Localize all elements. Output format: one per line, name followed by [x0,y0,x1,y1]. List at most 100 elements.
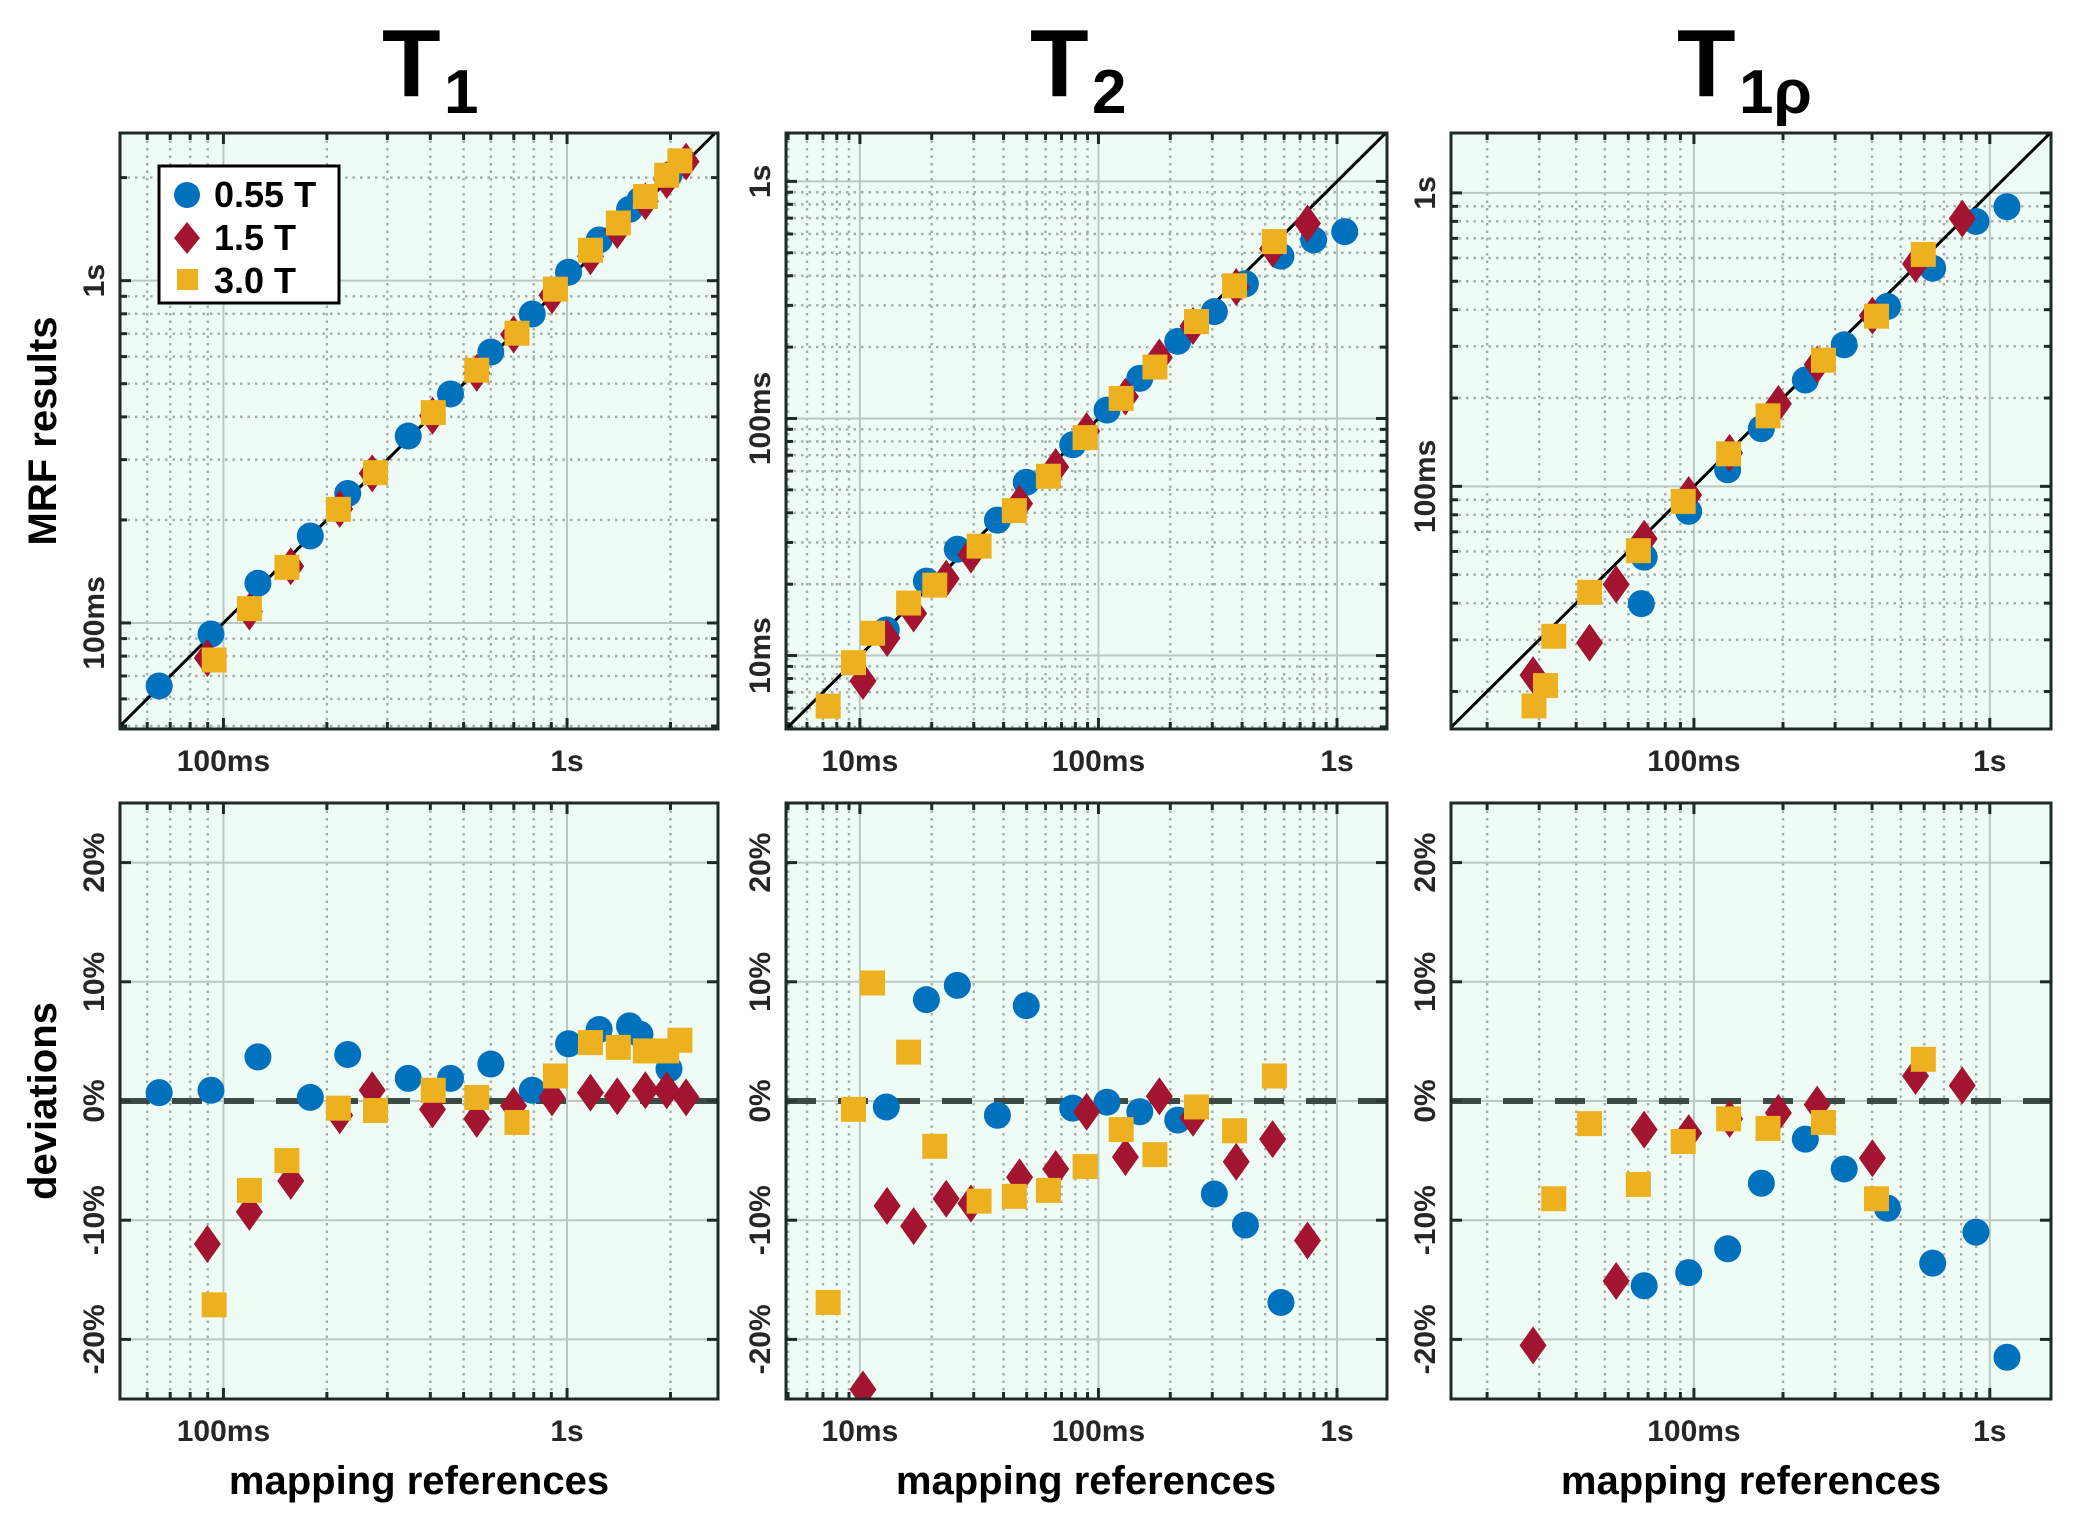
data-point-square [325,496,351,522]
data-point-square [840,1096,866,1122]
data-point-diamond [1858,1139,1886,1178]
data-point-square [464,357,490,383]
series-30T [1521,241,1936,719]
data-point-square [922,572,948,598]
data-point-circle [145,672,173,700]
y-tick-label: 0% [1409,1079,1442,1122]
markers [145,142,700,700]
y-tick-label: 100ms [78,576,111,669]
title-t1rho: T 1ρ [1677,10,1812,127]
data-point-diamond [932,1179,960,1218]
data-point-square [1625,538,1651,564]
x-tick-label: 100ms [1647,745,1740,778]
axes-frame [1449,801,2053,1401]
y-tick-label: -10% [1409,1185,1442,1255]
y-tick-label: 0% [744,1079,777,1122]
markers [815,204,1359,719]
data-point-circle [1830,331,1858,359]
data-point-square [1670,1129,1696,1155]
x-tick-label: 100ms [1052,745,1145,778]
data-point-square [325,1095,351,1121]
data-point-diamond [672,1078,700,1117]
data-point-square [1532,673,1558,699]
data-point-circle [1993,193,2021,221]
data-point-circle [872,1093,900,1121]
data-point-square [1222,1118,1248,1144]
data-point-square [632,1038,658,1064]
data-point-square [542,276,568,302]
data-point-square [1716,441,1742,467]
data-point-square [1755,403,1781,429]
data-point-circle [983,1101,1011,1129]
data-point-square [1001,1183,1027,1209]
data-point-square [1863,1186,1889,1212]
axes-frame [784,801,1389,1401]
legend-label-15t: 1.5 T [214,217,296,258]
y-tick-label: 20% [78,833,111,893]
y-tick-label: 0% [78,1079,111,1122]
data-point-square [542,1063,568,1089]
y-tick-label: -20% [744,1304,777,1374]
title-t1-sub: 1 [444,58,478,127]
y-tick-label: 10% [744,952,777,1012]
x-tick-label: 1s [1973,1415,2006,1448]
data-point-square [504,320,530,346]
y-tick-label: 20% [744,833,777,893]
data-point-square [1001,498,1027,524]
data-point-circle [912,986,940,1014]
y-tick-label: -10% [744,1185,777,1255]
data-point-square [860,620,886,646]
xlabel-t2: mapping references [896,1459,1276,1503]
data-point-square [815,1289,841,1315]
data-point-square [1670,488,1696,514]
data-point-circle [296,522,324,550]
data-point-circle [1164,327,1192,355]
data-point-square [1108,385,1134,411]
data-point-square [1533,1488,1558,1513]
y-tick-label: -10% [78,1185,111,1255]
x-tick-label: 1s [550,1415,583,1448]
legend-label-30t: 3.0 T [214,260,296,301]
markers [1519,1046,2021,1513]
axes-frame [784,131,1389,731]
data-point-square [860,970,886,996]
series-30T [1533,1046,1936,1513]
data-point-circle [394,1064,422,1092]
y-tick-label: 10ms [744,617,777,694]
x-tick-label: 1s [1973,745,2006,778]
markers [1519,193,2021,719]
y-tick-label: 1s [1409,176,1442,209]
y-tick-label: 100ms [1409,440,1442,533]
series-15T [849,1077,1321,1399]
data-point-square [1541,623,1567,649]
data-point-diamond [1145,1077,1173,1116]
data-point-square [1810,1109,1836,1135]
x-tick-label: 100ms [1052,1415,1145,1448]
data-point-diamond [1293,204,1321,243]
data-point-diamond [1602,1261,1630,1300]
y-tick-label: -20% [78,1304,111,1374]
data-point-circle [145,1079,173,1107]
data-point-square [1035,463,1061,489]
ylabel-deviations: deviations [21,1002,65,1200]
data-point-circle [1231,1211,1259,1239]
title-t2-main: T [1030,10,1089,117]
panel-t1-mrf: 100ms 1s 100ms 1s [78,131,720,778]
data-point-square [1625,1171,1651,1197]
title-t2: T 2 [1030,10,1126,127]
data-point-square [1716,1106,1742,1132]
legend-marker-circle-icon [174,182,200,208]
data-point-square [1108,1117,1134,1143]
x-tick-label: 100ms [177,745,270,778]
x-tick-label: 1s [1320,1415,1353,1448]
ticks [786,803,1387,1399]
data-point-circle [477,1050,505,1078]
data-point-square [1810,347,1836,373]
data-point-circle [1747,1169,1775,1197]
data-point-circle [1200,1180,1228,1208]
y-tick-label: 1s [744,165,777,198]
data-point-square [577,1030,603,1056]
ticks [1451,803,2051,1399]
data-point-square [1577,1111,1603,1137]
panel-t2-mrf: 10ms 100ms 1s 10ms 100ms 1s [744,131,1389,778]
